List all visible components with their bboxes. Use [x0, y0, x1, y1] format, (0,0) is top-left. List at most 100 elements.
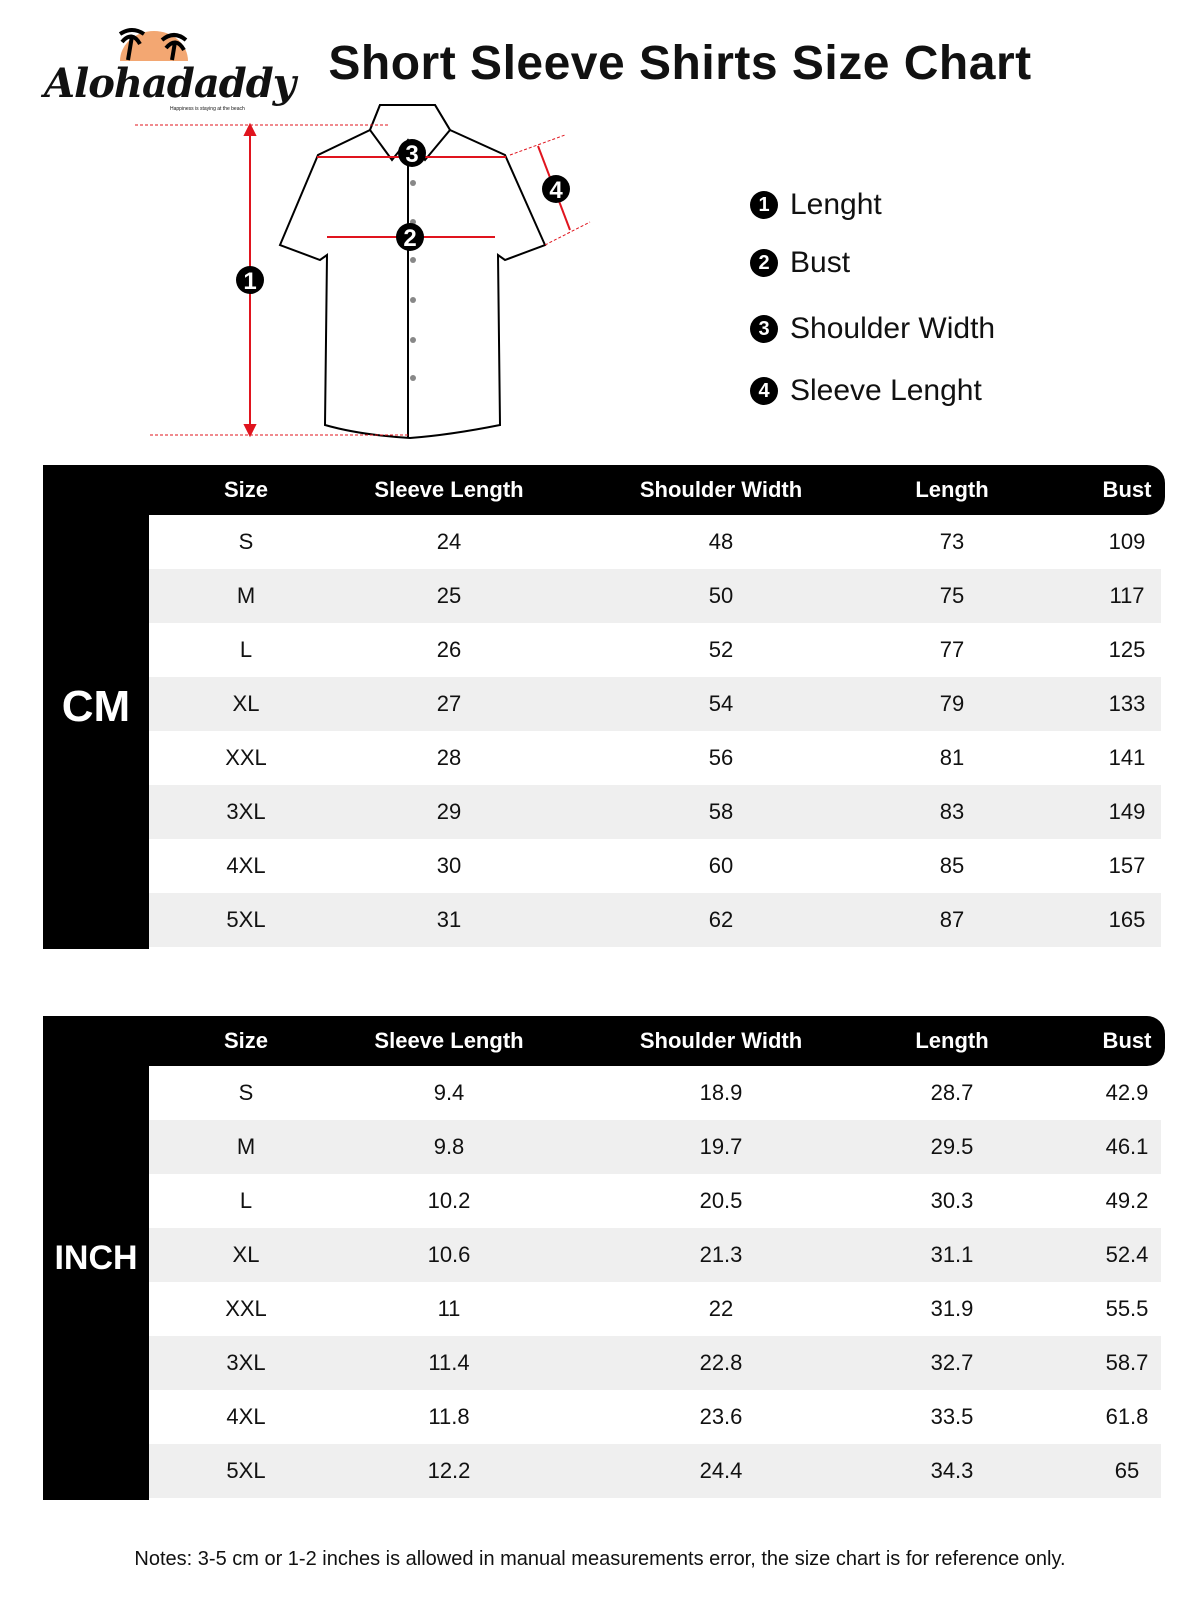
table-cell: 22.8 [699, 1350, 743, 1375]
table-cell: M [236, 1134, 256, 1159]
table-cell: 109 [1108, 529, 1146, 554]
legend-item-shoulder: 3 Shoulder Width [750, 312, 995, 346]
table-cell: 4XL [226, 853, 266, 878]
brand-tagline: Happiness is staying at the beach [170, 106, 245, 112]
table-row: 5XL 31 62 87 165 [149, 893, 1161, 947]
table-cell: 4XL [226, 1404, 266, 1429]
table-cell: 141 [1108, 745, 1146, 770]
table-cell: 61.8 [1105, 1404, 1149, 1429]
column-header: Shoulder Width [639, 477, 803, 502]
table-cell: 81 [939, 745, 965, 770]
table-cell: 54 [708, 691, 734, 716]
table-cell: S [238, 529, 254, 554]
table-row: S 9.4 18.9 28.7 42.9 [149, 1066, 1161, 1120]
table-cell: 31.1 [930, 1242, 974, 1267]
column-header: Length [915, 477, 989, 502]
table-cell: 58.7 [1105, 1350, 1149, 1375]
table-cell: XXL [225, 1296, 267, 1321]
legend-label: Sleeve Lenght [790, 374, 982, 407]
table-cell: 52 [708, 637, 734, 662]
column-header: Sleeve Length [374, 1028, 524, 1053]
legend-item-length: 1 Lenght [750, 188, 882, 222]
brand-logo: Alohadaddy Happiness is staying at the b… [40, 16, 296, 116]
legend-label: Bust [790, 246, 851, 279]
table-header: Size Sleeve Length Shoulder Width Length Bus… [43, 465, 1165, 515]
table-cell: 65 [1114, 1458, 1140, 1483]
table-row: M 9.8 19.7 29.5 46.1 [149, 1120, 1161, 1174]
table-row: XL 10.6 21.3 31.1 52.4 [149, 1228, 1161, 1282]
table-cell: 24.4 [699, 1458, 743, 1483]
table-cell: 12.2 [427, 1458, 471, 1483]
column-header: Bust [1102, 1028, 1152, 1053]
table-cell: 125 [1108, 637, 1146, 662]
cm-size-table: CM Size Sleeve Length Shoulder Width Length B… [43, 465, 1165, 949]
table-cell: 30 [436, 853, 462, 878]
table-cell: L [239, 637, 253, 662]
marker-2: 2 [403, 225, 416, 252]
table-cell: 29 [436, 799, 462, 824]
table-row: 5XL 12.2 24.4 34.3 65 [149, 1444, 1161, 1498]
table-cell: 58 [708, 799, 734, 824]
table-cell: 31 [436, 907, 462, 932]
table-row: 4XL 30 60 85 157 [149, 839, 1161, 893]
legend-item-bust: 2 Bust [750, 246, 850, 280]
table-cell: 27 [436, 691, 462, 716]
table-cell: 157 [1108, 853, 1146, 878]
table-cell: 60 [708, 853, 734, 878]
table-cell: 29.5 [930, 1134, 974, 1159]
marker-icon: 4 [750, 377, 778, 405]
table-row: XXL 11 22 31.9 55.5 [149, 1282, 1161, 1336]
table-cell: XL [232, 691, 260, 716]
table-cell: 85 [939, 853, 965, 878]
marker-icon: 3 [750, 315, 778, 343]
table-cell: 20.5 [699, 1188, 743, 1213]
table-header: Size Sleeve Length Shoulder Width Length Bus… [43, 1016, 1165, 1066]
column-header: Size [223, 1028, 269, 1053]
table-row: L 10.2 20.5 30.3 49.2 [149, 1174, 1161, 1228]
table-cell: 11.4 [428, 1350, 470, 1375]
table-cell: 9.8 [433, 1134, 465, 1159]
table-cell: 19.7 [699, 1134, 743, 1159]
marker-icon: 1 [750, 191, 778, 219]
table-cell: 149 [1108, 799, 1146, 824]
unit-label: CM [43, 465, 149, 949]
table-cell: 22 [708, 1296, 734, 1321]
table-cell: 117 [1109, 583, 1145, 608]
table-cell: 3XL [226, 799, 266, 824]
table-row: XXL 28 56 81 141 [149, 731, 1161, 785]
table-cell: L [239, 1188, 253, 1213]
marker-3: 3 [405, 141, 418, 168]
table-cell: S [238, 1080, 254, 1105]
page-title: Short Sleeve Shirts Size Chart [328, 37, 1032, 90]
table-cell: 3XL [226, 1350, 266, 1375]
shirt-diagram: 1 2 3 4 [135, 104, 591, 440]
table-cell: 11.8 [428, 1404, 470, 1429]
table-cell: 42.9 [1105, 1080, 1149, 1105]
table-cell: 73 [939, 529, 965, 554]
table-cell: 28 [436, 745, 462, 770]
table-cell: 49.2 [1105, 1188, 1149, 1213]
table-cell: 24 [436, 529, 462, 554]
notes: Notes: 3-5 cm or 1-2 inches is allowed i… [134, 1548, 1066, 1570]
table-row: 4XL 11.8 23.6 33.5 61.8 [149, 1390, 1161, 1444]
table-cell: 31.9 [930, 1296, 974, 1321]
marker-1: 1 [243, 268, 256, 295]
table-cell: M [236, 583, 256, 608]
table-cell: 5XL [226, 907, 266, 932]
table-cell: 30.3 [930, 1188, 974, 1213]
table-cell: 32.7 [930, 1350, 974, 1375]
inch-size-table: INCH Size Sleeve Length Shoulder Width Lengt… [43, 1016, 1165, 1500]
brand-name: Alohadaddy [44, 60, 296, 107]
table-cell: 11 [437, 1296, 461, 1321]
column-header: Bust [1102, 477, 1152, 502]
table-cell: 9.4 [433, 1080, 465, 1105]
table-cell: 34.3 [930, 1458, 974, 1483]
table-cell: XXL [225, 745, 267, 770]
column-header: Shoulder Width [639, 1028, 803, 1053]
column-header: Length [915, 1028, 989, 1053]
table-row: S 24 48 73 109 [149, 515, 1161, 569]
table-cell: 87 [939, 907, 965, 932]
table-cell: 18.9 [699, 1080, 743, 1105]
table-row: 3XL 29 58 83 149 [149, 785, 1161, 839]
table-row: 3XL 11.4 22.8 32.7 58.7 [149, 1336, 1161, 1390]
